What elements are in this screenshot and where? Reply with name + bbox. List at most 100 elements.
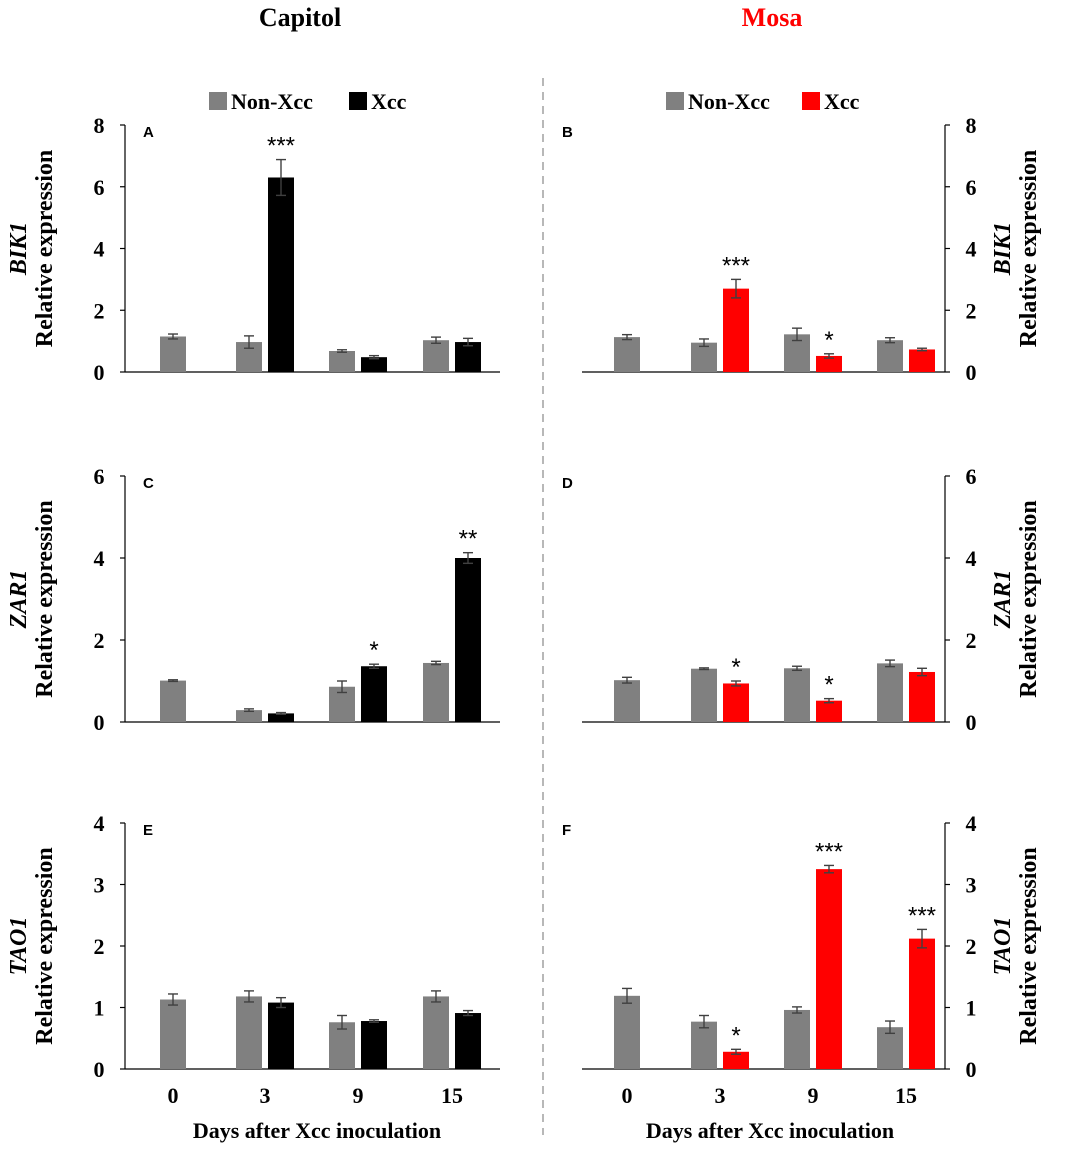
legend-swatch-xcc	[349, 92, 367, 110]
bar-non-xcc	[784, 1009, 810, 1069]
bar-non-xcc	[423, 662, 449, 722]
y-tick-label: 8	[966, 113, 977, 138]
bar-xcc	[723, 1051, 749, 1069]
y-tick-label: 6	[966, 175, 977, 200]
bar-non-xcc	[614, 995, 640, 1069]
column-title-capitol: Capitol	[259, 3, 341, 32]
legend-swatch-non-xcc	[209, 92, 227, 110]
y-tick-label: 0	[966, 360, 977, 385]
legend-label-xcc: Xcc	[824, 89, 860, 114]
bar-xcc	[816, 700, 842, 722]
panel-a: 0 2 4 6 8 BIK1 Relative expression A ***	[6, 113, 500, 385]
y-tick-label: 2	[94, 628, 105, 653]
bar-xcc	[361, 1021, 387, 1069]
y-tick-label: 4	[94, 546, 105, 571]
y-tick-label: 0	[94, 710, 105, 735]
bar-xcc	[268, 1002, 294, 1069]
y-tick-label: 0	[94, 1057, 105, 1082]
x-axis-label-mosa: Days after Xcc inoculation	[646, 1118, 894, 1143]
bar-non-xcc	[784, 668, 810, 722]
y-tick-label: 4	[966, 811, 977, 836]
y-axis-label: Relative expression	[32, 150, 58, 348]
bar-xcc	[723, 288, 749, 372]
bar-non-xcc	[160, 680, 186, 722]
bar-non-xcc	[614, 680, 640, 722]
bar-non-xcc	[877, 1027, 903, 1069]
y-axis-gene-label: ZAR1	[6, 570, 32, 630]
y-tick-label: 2	[94, 298, 105, 323]
panel-letter: A	[143, 124, 154, 141]
bar-xcc	[268, 177, 294, 372]
y-tick-label: 3	[94, 873, 105, 898]
bar-non-xcc	[877, 340, 903, 372]
y-axis-gene-label: BIK1	[990, 222, 1016, 276]
y-tick-label: 2	[966, 298, 977, 323]
y-tick-label: 2	[966, 628, 977, 653]
bar-xcc	[909, 349, 935, 372]
y-tick-label: 4	[94, 237, 105, 262]
y-tick-label: 4	[966, 546, 977, 571]
bar-xcc	[816, 869, 842, 1069]
significance-marker: **	[459, 526, 478, 553]
y-axis-label: Relative expression	[32, 847, 58, 1045]
x-tick-label: 3	[715, 1083, 726, 1108]
x-tick-label: 15	[895, 1083, 917, 1108]
legend-label-non-xcc: Non-Xcc	[688, 89, 770, 114]
column-title-mosa: Mosa	[742, 3, 803, 32]
bar-non-xcc	[329, 351, 355, 372]
y-tick-label: 0	[94, 360, 105, 385]
y-tick-label: 4	[966, 237, 977, 262]
significance-marker: *	[824, 327, 833, 354]
bar-xcc	[455, 342, 481, 372]
y-tick-label: 2	[966, 934, 977, 959]
bar-non-xcc	[329, 1022, 355, 1069]
y-tick-label: 8	[94, 113, 105, 138]
y-tick-label: 6	[94, 464, 105, 489]
panel-letter: D	[562, 475, 573, 492]
bar-non-xcc	[160, 999, 186, 1069]
bar-xcc	[361, 666, 387, 722]
y-tick-label: 0	[966, 710, 977, 735]
panel-letter: F	[562, 822, 571, 839]
y-axis-label: Relative expression	[1016, 500, 1042, 698]
bar-non-xcc	[236, 710, 262, 722]
x-tick-label: 15	[441, 1083, 463, 1108]
x-tick-label: 0	[622, 1083, 633, 1108]
y-tick-label: 4	[94, 811, 105, 836]
bar-non-xcc	[614, 337, 640, 372]
significance-marker: ***	[267, 133, 295, 160]
panel-letter: B	[562, 124, 573, 141]
panel-letter: E	[143, 822, 153, 839]
legend-swatch-xcc	[802, 92, 820, 110]
significance-marker: *	[731, 654, 740, 681]
legend-label-xcc: Xcc	[371, 89, 407, 114]
bar-non-xcc	[691, 342, 717, 372]
bar-non-xcc	[691, 668, 717, 722]
bar-non-xcc	[236, 996, 262, 1069]
x-tick-label: 3	[260, 1083, 271, 1108]
bar-xcc	[361, 357, 387, 372]
y-axis-label: Relative expression	[32, 500, 58, 698]
significance-marker: ***	[722, 252, 750, 279]
panel-f: 0 1 2 3 4 TAO1 Relative expression F 0 * 3 *** 9 *** 1…	[562, 811, 1042, 1108]
bar-xcc	[455, 1013, 481, 1069]
significance-marker: *	[824, 672, 833, 699]
legend-label-non-xcc: Non-Xcc	[231, 89, 313, 114]
significance-marker: *	[369, 637, 378, 664]
y-tick-label: 1	[94, 996, 105, 1021]
y-axis-label: Relative expression	[1016, 847, 1042, 1045]
legend-capitol: Non-Xcc Xcc	[209, 89, 407, 114]
bar-xcc	[909, 671, 935, 722]
x-tick-label: 9	[353, 1083, 364, 1108]
significance-marker: *	[731, 1022, 740, 1049]
bar-non-xcc	[423, 340, 449, 372]
panel-e: 0 1 2 3 4 TAO1 Relative expression E 0 3 9 15	[6, 811, 500, 1108]
bar-xcc	[816, 355, 842, 372]
legend-swatch-non-xcc	[666, 92, 684, 110]
significance-marker: ***	[815, 838, 843, 865]
legend-mosa: Non-Xcc Xcc	[666, 89, 860, 114]
